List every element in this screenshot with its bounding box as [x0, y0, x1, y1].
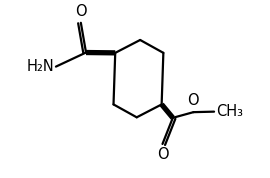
Text: O: O	[157, 147, 168, 162]
Text: H₂N: H₂N	[26, 59, 54, 74]
Text: CH₃: CH₃	[216, 104, 243, 119]
Text: O: O	[188, 93, 199, 108]
Text: O: O	[75, 4, 87, 19]
